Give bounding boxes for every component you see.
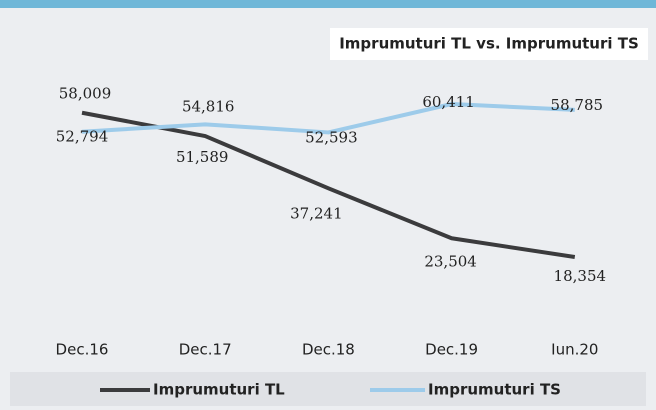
data-label: 58,009	[59, 85, 112, 103]
legend-label: Imprumuturi TL	[153, 381, 285, 399]
x-tick-label: Iun.20	[551, 341, 598, 359]
title-box	[330, 28, 648, 60]
top-band	[0, 0, 656, 8]
data-label: 58,785	[551, 96, 604, 114]
data-label: 60,411	[422, 93, 475, 111]
data-label: 52,794	[56, 128, 109, 146]
data-label: 18,354	[554, 267, 607, 285]
data-label: 51,589	[176, 148, 229, 166]
x-tick-label: Dec.19	[425, 341, 478, 359]
x-tick-label: Dec.17	[179, 341, 232, 359]
chart-title: Imprumuturi TL vs. Imprumuturi TS	[339, 35, 639, 53]
data-label: 54,816	[182, 97, 235, 115]
x-tick-label: Dec.16	[56, 341, 109, 359]
data-label: 37,241	[290, 204, 343, 222]
series-line	[81, 102, 575, 135]
x-tick-label: Dec.18	[302, 341, 355, 359]
data-label: 52,593	[305, 128, 358, 146]
legend-label: Imprumuturi TS	[428, 381, 561, 399]
data-label: 23,504	[424, 252, 477, 270]
